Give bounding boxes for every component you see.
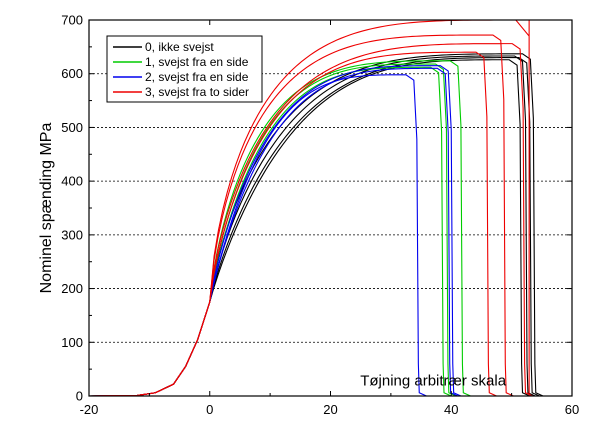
legend-label: 0, ikke svejst <box>145 40 214 54</box>
x-tick-label: 40 <box>444 402 458 417</box>
y-tick-label: 400 <box>61 174 83 189</box>
series-1-curve-2 <box>88 66 452 397</box>
series-2-curve-2 <box>88 74 427 397</box>
x-tick-label: 20 <box>323 402 337 417</box>
series-2-curve-1 <box>88 67 459 397</box>
strain-annotation: Tøjning arbitrær skala <box>360 372 507 389</box>
series-0-curve-1 <box>88 55 536 397</box>
y-tick-label: 600 <box>61 66 83 81</box>
series-2-curve-0 <box>88 65 462 397</box>
y-tick-label: 700 <box>61 13 83 28</box>
series-1-curve-0 <box>88 60 471 397</box>
series-1-curve-1 <box>88 63 457 397</box>
x-tick-label: 60 <box>565 402 579 417</box>
x-tick-label: 0 <box>206 402 213 417</box>
y-tick-label: 100 <box>61 335 83 350</box>
x-tick-label: -20 <box>80 402 99 417</box>
plot-curves <box>88 19 544 397</box>
series-0-curve-2 <box>88 57 540 397</box>
y-tick-label: 500 <box>61 120 83 135</box>
series-3-curve-1 <box>88 43 533 397</box>
y-tick-label: 0 <box>76 389 83 404</box>
series-0-curve-3 <box>88 59 530 397</box>
grid-lines <box>89 73 572 343</box>
series-0-curve-0 <box>88 53 544 397</box>
legend-label: 3, svejst fra to sider <box>145 85 249 99</box>
y-axis-title: Nominel spænding MPa <box>38 123 55 294</box>
legend-label: 1, svejst fra en side <box>145 55 249 69</box>
y-tick-label: 300 <box>61 227 83 242</box>
series-3-curve-2 <box>88 51 497 397</box>
legend-label: 2, svejst fra en side <box>145 70 249 84</box>
y-tick-label: 200 <box>61 281 83 296</box>
series-3-curve-0 <box>88 34 514 397</box>
